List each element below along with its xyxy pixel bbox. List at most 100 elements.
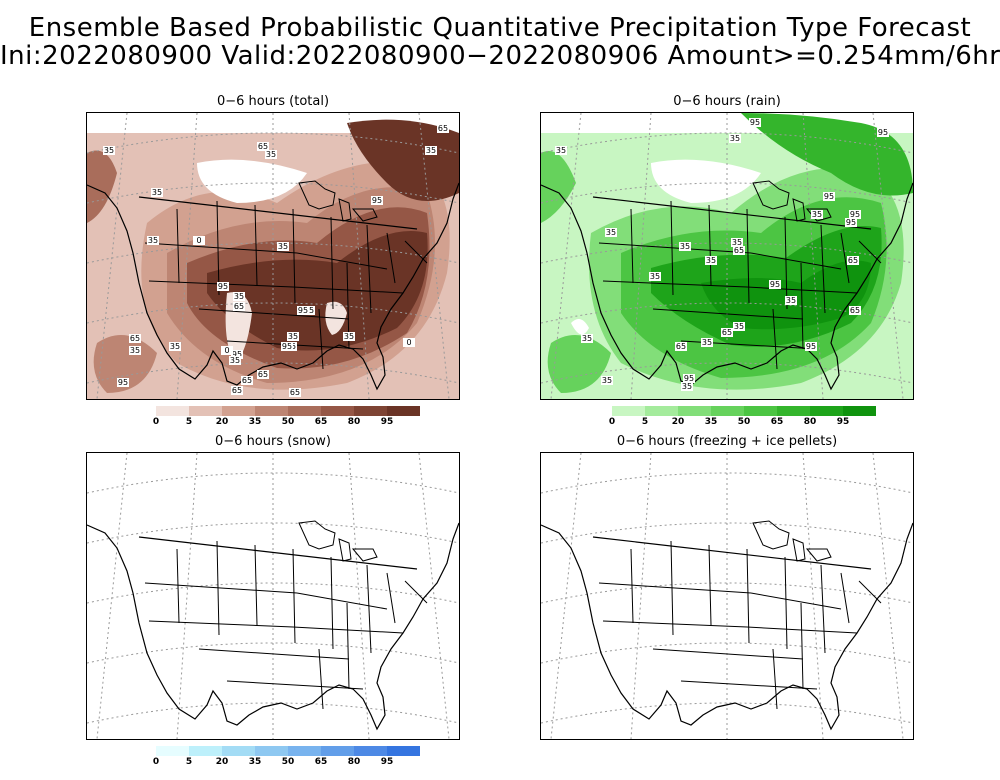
contour-label-bg xyxy=(555,146,567,155)
contour-label-bg xyxy=(257,142,269,151)
colorbar-segment xyxy=(744,406,777,416)
contour-label: 35 xyxy=(682,382,692,391)
state-boundaries xyxy=(598,540,882,710)
contour-label-bg xyxy=(281,342,293,351)
contour-label: 35 xyxy=(234,292,244,301)
colorbar-tick-label: 95 xyxy=(836,417,850,427)
colorbar-segment xyxy=(321,746,354,756)
contour-label: 95 xyxy=(806,342,816,351)
contour-label-bg xyxy=(241,376,253,385)
contour-fill-region xyxy=(93,335,157,393)
contour-label-bg xyxy=(847,256,859,265)
contour-label-bg xyxy=(129,346,141,355)
colorbar-segment xyxy=(678,406,711,416)
colorbar-tick-label: 80 xyxy=(803,417,817,427)
contour-label: 0 xyxy=(224,346,229,355)
colorbar-labels-rain: 0 5 20 35 50 65 80 95 xyxy=(609,417,876,429)
contour-label-bg xyxy=(403,338,415,347)
lat-lon-grid xyxy=(541,453,913,739)
contour-label-bg xyxy=(845,218,857,227)
contour-label: 35 xyxy=(606,228,616,237)
contour-label-bg xyxy=(877,128,889,137)
contour-label: 35 xyxy=(702,338,712,347)
contour-fill-region xyxy=(347,119,459,201)
colorbar-tick-label: 95 xyxy=(380,757,394,767)
lat-lon-grid xyxy=(87,453,459,739)
colorbar-segment xyxy=(189,746,222,756)
contour-label-bg xyxy=(231,350,243,359)
contour-label: 0 xyxy=(196,236,201,245)
colorbar-tick-label: 65 xyxy=(314,417,328,427)
colorbar-tick-label: 0 xyxy=(152,417,160,427)
colorbar-tick-label: 35 xyxy=(248,417,262,427)
contour-label-bg xyxy=(297,306,309,315)
contour-label: 35 xyxy=(148,236,158,245)
colorbar-tick-label: 20 xyxy=(215,417,229,427)
contour-label: 35 xyxy=(786,296,796,305)
contour-label-bg xyxy=(675,342,687,351)
contour-label-bg xyxy=(233,302,245,311)
contour-label-bg xyxy=(729,134,741,143)
colorbar-tick-label: 65 xyxy=(770,417,784,427)
colorbar-tick-label: 50 xyxy=(737,417,751,427)
contour-fill-region xyxy=(741,113,913,196)
contour-label-bg xyxy=(849,210,861,219)
contour-label: 65 xyxy=(850,306,860,315)
contour-label-bg xyxy=(681,382,693,391)
colorbar-rain xyxy=(612,406,876,416)
forecast-subtitle: Ini:2022080900 Valid:2022080900−20220809… xyxy=(0,41,1000,71)
panel-title-total: 0−6 hours (total) xyxy=(216,94,330,109)
colorbar-tick-label: 20 xyxy=(671,417,685,427)
coastline xyxy=(541,522,913,731)
contour-label: 95 xyxy=(850,210,860,219)
contour-label-bg xyxy=(649,272,661,281)
colorbar-tick-label: 65 xyxy=(314,757,328,767)
contour-label: 35 xyxy=(152,188,162,197)
contour-label: 0 xyxy=(406,338,411,347)
contour-label-bg xyxy=(733,322,745,331)
contour-label-bg xyxy=(287,332,299,341)
contour-label: 95 xyxy=(684,374,694,383)
colorbar-segment xyxy=(387,406,420,416)
contour-label-bg xyxy=(233,292,245,301)
contour-label: 35 xyxy=(426,146,436,155)
contour-label-bg xyxy=(343,332,355,341)
contour-label: 35 xyxy=(734,322,744,331)
contour-label: 95 xyxy=(218,282,228,291)
contour-label-bg xyxy=(371,196,383,205)
map-svg: 3535035956535953565359565353595035659535… xyxy=(87,113,459,399)
contour-label: 35 xyxy=(602,376,612,385)
contour-fill-region xyxy=(701,260,871,330)
contour-label-bg xyxy=(769,280,781,289)
contour-label-bg xyxy=(605,228,617,237)
great-lakes xyxy=(752,520,832,562)
contour-label-bg xyxy=(425,146,437,155)
contour-label: 35 xyxy=(288,332,298,341)
colorbar-segment xyxy=(255,746,288,756)
colorbar-snow xyxy=(156,746,420,756)
colorbar-segment xyxy=(255,406,288,416)
contour-label-bg xyxy=(849,306,861,315)
contour-label: 65 xyxy=(130,334,140,343)
panel-title-ice: 0−6 hours (freezing + ice pellets) xyxy=(616,434,838,449)
colorbar-segment xyxy=(354,746,387,756)
contour-label-bg xyxy=(785,296,797,305)
contour-label-bg xyxy=(811,210,823,219)
contour-label: 35 xyxy=(266,150,276,159)
contour-label: 35 xyxy=(730,134,740,143)
colorbar-segment xyxy=(321,406,354,416)
coastline xyxy=(87,182,459,391)
colorbar-tick-label: 5 xyxy=(641,417,649,427)
contour-fill-region xyxy=(541,151,576,223)
map-panel-rain: 95 35 35 95 35 35 35 65 35 35 95 35 95 95 35 65 65 35 35 95… xyxy=(540,112,914,400)
colorbar-tick-label: 50 xyxy=(281,417,295,427)
contour-label-bg xyxy=(581,334,593,343)
contour-label: 65 xyxy=(438,124,448,133)
contour-label: 95 xyxy=(878,128,888,137)
great-lakes xyxy=(298,180,378,222)
contour-label-bg xyxy=(117,378,129,387)
coastline xyxy=(87,522,459,731)
contour-label-bg xyxy=(749,118,761,127)
colorbar-segment xyxy=(189,406,222,416)
